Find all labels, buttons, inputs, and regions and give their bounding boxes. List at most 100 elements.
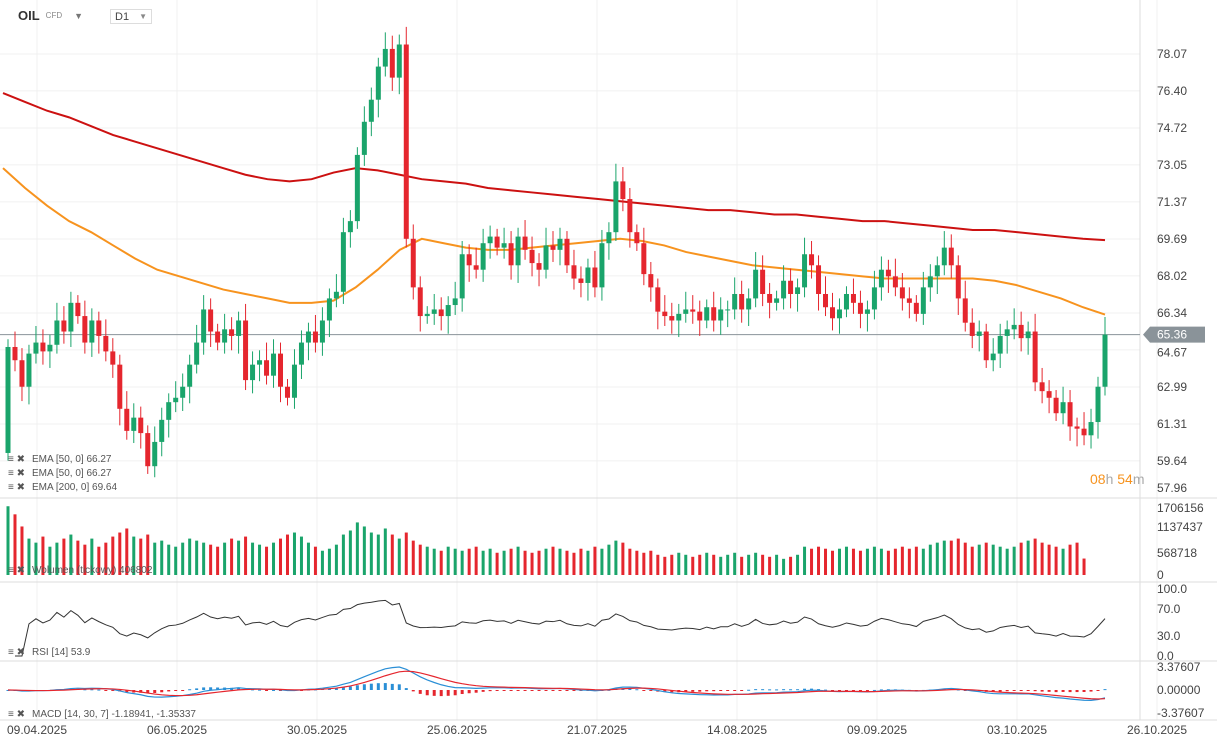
macd-histogram-bar [481, 690, 485, 692]
volume-bar [872, 546, 876, 575]
candle-body [906, 298, 912, 303]
candle-body [655, 287, 661, 312]
volume-bar [747, 554, 751, 575]
countdown-hours: 08 [1090, 471, 1106, 487]
legend-macd[interactable]: ≡ ✖ MACD [14, 30, 7] -1.18941, -1.35337 [8, 709, 196, 720]
volume-bar [348, 530, 352, 575]
timeframe-value: D1 [115, 10, 130, 23]
candle-body [480, 243, 486, 270]
candle-body [110, 351, 116, 365]
volume-bar [803, 546, 807, 575]
candle-body [145, 433, 151, 467]
candle-body [61, 320, 67, 332]
macd-histogram-bar [1089, 690, 1093, 692]
candle-body [760, 269, 766, 294]
candle-body [746, 298, 752, 310]
candle-body [417, 287, 423, 317]
macd-histogram-bar [544, 690, 548, 691]
price-tick-label: 64.67 [1157, 346, 1187, 360]
volume-bar [600, 548, 604, 575]
candle-body [1046, 391, 1052, 398]
candle-body [718, 309, 724, 321]
candle-body [508, 243, 514, 266]
date-tick-label: 14.08.2025 [707, 723, 767, 737]
volume-bar [656, 554, 660, 575]
macd-histogram-bar [1075, 690, 1079, 693]
macd-histogram-bar [258, 689, 262, 691]
volume-bar [956, 538, 960, 575]
macd-histogram-bar [1082, 690, 1086, 692]
legend-ema1[interactable]: ≡ ✖ EMA [50, 0] 66.27 [8, 454, 112, 465]
legend-ema2[interactable]: ≡ ✖ EMA [50, 0] 66.27 [8, 468, 112, 479]
volume-bar [453, 548, 457, 575]
candle-body [236, 320, 242, 336]
volume-bar [614, 540, 618, 575]
volume-bar [55, 542, 59, 575]
candle-body [438, 309, 444, 317]
macd-tick-label: 0.00000 [1157, 683, 1201, 697]
legend-rsi-text: RSI [14] 53.9 [32, 647, 91, 658]
volume-bar [195, 540, 199, 575]
candle-body [969, 322, 975, 336]
macd-histogram-bar [348, 686, 352, 690]
candle-body [180, 386, 186, 398]
volume-bar [69, 534, 73, 575]
ema200-path [2, 92, 1106, 242]
macd-histogram-bar [726, 690, 730, 691]
date-tick-label: 26.10.2025 [1127, 723, 1187, 737]
macd-histogram-bar [733, 690, 737, 691]
candle-body [208, 309, 214, 332]
svg-text:≡ ✖: ≡ ✖ [8, 454, 25, 465]
macd-histogram-bar [803, 688, 807, 690]
macd-histogram-bar [425, 690, 429, 696]
volume-bar [495, 552, 499, 575]
volume-bar [1047, 544, 1051, 575]
volume-bar [432, 548, 436, 575]
symbol-selector[interactable]: OIL CFD ▼ [18, 8, 83, 23]
volume-tick-label: 1706156 [1157, 501, 1204, 515]
candle-body [599, 243, 605, 288]
macd-histogram-bar [1061, 690, 1065, 692]
volume-bar [160, 540, 164, 575]
volume-bar [34, 542, 38, 575]
candle-body [201, 309, 207, 343]
volume-bar [907, 548, 911, 575]
timeframe-dropdown[interactable]: D1 ▼ [110, 9, 152, 24]
legend-rsi[interactable]: ≡ ✖ RSI [14] 53.9 [8, 647, 91, 658]
candle-body [19, 360, 25, 387]
macd-histogram-bar [509, 690, 513, 691]
macd-histogram-bar [369, 683, 373, 690]
macd-histogram-bar [265, 690, 269, 691]
macd-tick-label: 3.37607 [1157, 660, 1201, 674]
price-tick-label: 61.31 [1157, 417, 1187, 431]
candle-body [899, 287, 905, 299]
volume-bar [593, 546, 597, 575]
macd-signal-line [7, 670, 1106, 700]
volume-bar [90, 538, 94, 575]
macd-histogram-bar [146, 690, 150, 694]
volume-bar [41, 536, 45, 575]
rsi-tick-label: 0.0 [1157, 649, 1174, 663]
candle-body [124, 408, 130, 431]
candle-body [1011, 324, 1017, 330]
volume-bar [865, 548, 869, 575]
candle-body [522, 236, 528, 250]
volume-bar [572, 552, 576, 575]
candle-body [606, 232, 612, 244]
volume-bar [320, 550, 324, 575]
macd-histogram-bar [495, 690, 499, 691]
candle-body [1060, 402, 1066, 414]
macd-histogram-bar [991, 690, 995, 692]
legend-volume[interactable]: ≡ ✖ Wolumen (tickowy) 406802 [8, 565, 153, 576]
volume-bar [1005, 548, 1009, 575]
volume-bar [928, 544, 932, 575]
macd-tick-label: -3.37607 [1157, 706, 1205, 720]
macd-histogram-bar [174, 690, 178, 691]
volume-bar [726, 554, 730, 575]
legend-ema3[interactable]: ≡ ✖ EMA [200, 0] 69.64 [8, 482, 117, 493]
volume-bar [306, 542, 310, 575]
candle-body [54, 320, 60, 345]
macd-histogram-bar [279, 690, 283, 691]
volume-bar [586, 550, 590, 575]
